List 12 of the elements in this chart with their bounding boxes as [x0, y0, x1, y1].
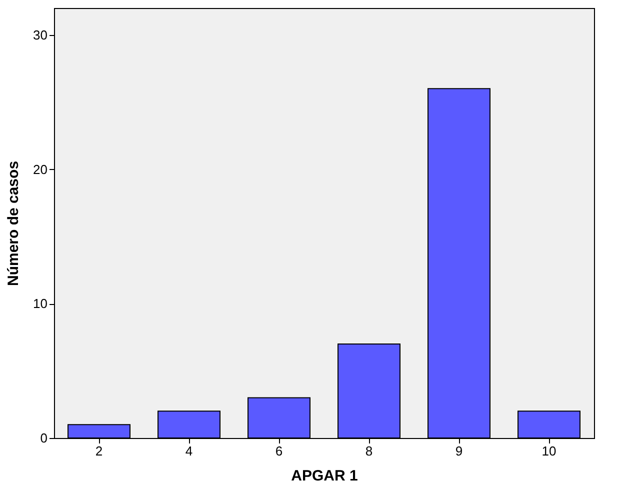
- x-tick-label: 8: [365, 444, 373, 458]
- y-tick-label: 30: [33, 27, 48, 42]
- x-tick-label: 4: [185, 444, 193, 458]
- x-tick-label: 6: [275, 444, 283, 458]
- x-tick-label: 2: [95, 444, 103, 458]
- x-axis-title: APGAR 1: [291, 468, 358, 484]
- y-tick-label: 20: [33, 162, 48, 177]
- x-tick-label: 10: [542, 444, 556, 458]
- y-tick-label: 10: [33, 296, 48, 312]
- y-axis-title: Número de casos: [5, 160, 22, 286]
- y-tick-label: 0: [40, 430, 48, 446]
- x-tick-label: 9: [455, 444, 463, 458]
